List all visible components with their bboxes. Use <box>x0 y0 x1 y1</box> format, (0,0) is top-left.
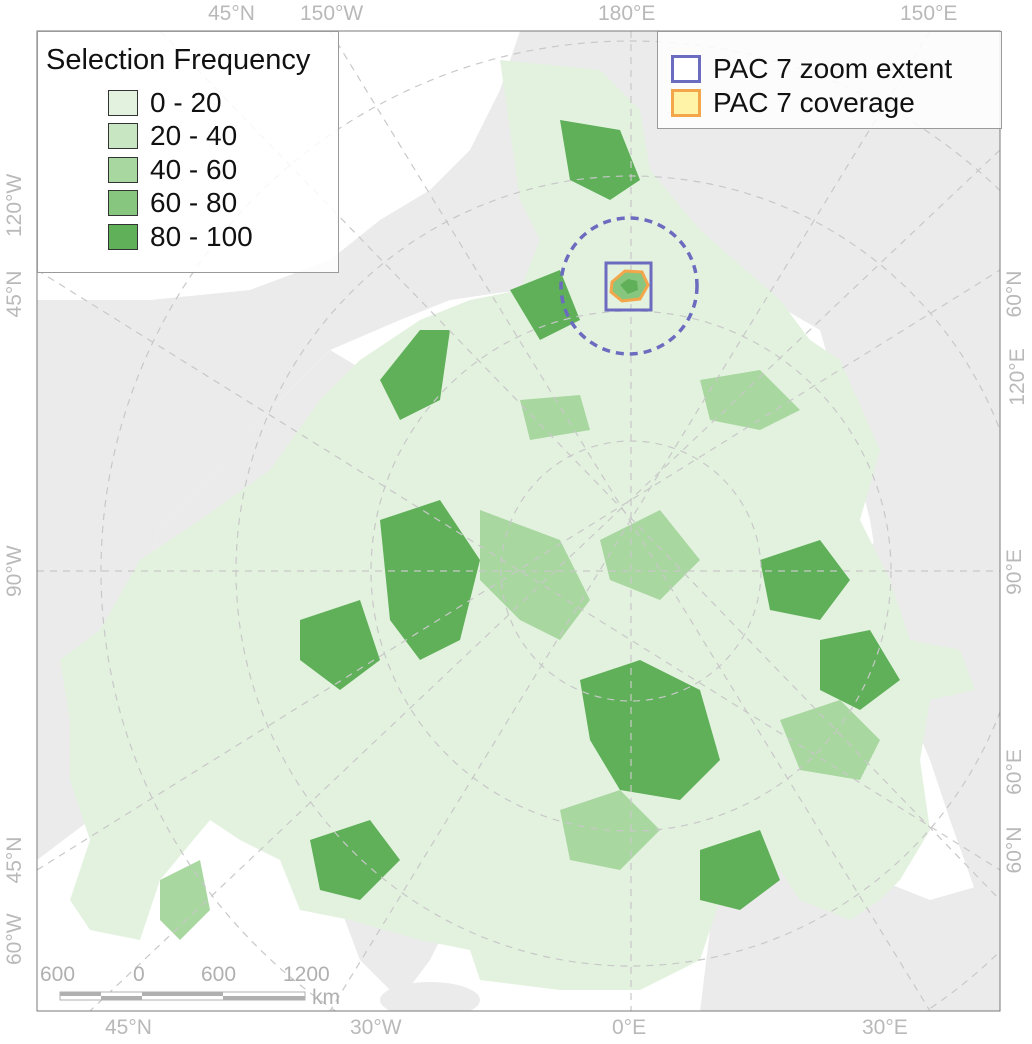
scalebar <box>59 991 306 1001</box>
scalebar-tick-1: 600 <box>40 963 76 986</box>
left-label-3: 90°W <box>3 545 26 597</box>
coverage-swatch-icon <box>671 88 701 117</box>
top-label-2: 150°W <box>300 2 364 25</box>
iceland <box>380 982 480 1011</box>
scalebar-unit: km <box>312 986 340 1009</box>
bottom-label-4: 30°E <box>862 1016 908 1039</box>
legend-item: 60 - 80 <box>108 187 253 221</box>
selection-frequency-legend: Selection Frequency 0 - 20 20 - 40 40 - … <box>37 31 339 273</box>
top-label-4: 150°E <box>900 2 958 25</box>
bottom-label-3: 0°E <box>612 1016 647 1039</box>
legend-swatch-icon <box>108 89 138 116</box>
right-label-2: 120°E <box>1006 348 1029 406</box>
left-label-5: 60°W <box>3 913 26 965</box>
left-label-2: 45°N <box>3 270 26 318</box>
legend-item-label: 40 - 60 <box>150 153 238 185</box>
top-label-3: 180°E <box>598 2 656 25</box>
legend-item: 0 - 20 <box>108 86 253 120</box>
pac7-zoom-circle <box>559 216 699 356</box>
legend-swatch-icon <box>108 190 138 217</box>
legend-item: 20 - 40 <box>108 120 253 154</box>
legend-items: 0 - 20 20 - 40 40 - 60 60 - 80 80 - 100 <box>108 86 253 254</box>
right-label-1: 60°N <box>1003 270 1026 318</box>
scalebar-tick-3: 600 <box>201 963 237 986</box>
north-america <box>37 350 380 640</box>
legend-item: 40 - 60 <box>108 153 253 187</box>
bottom-label-2: 30°W <box>350 1016 402 1039</box>
scalebar-tick-4: 1200 <box>283 963 330 986</box>
right-label-5: 60°N <box>1003 826 1026 874</box>
legend-item-label: 0 - 20 <box>150 86 222 118</box>
top-label-1: 45°N <box>208 2 255 25</box>
pac7-coverage-core <box>620 279 638 294</box>
legend-swatch-icon <box>108 123 138 150</box>
zoom-extent-swatch-icon <box>671 54 701 83</box>
legend-item: 80 - 100 <box>108 220 253 254</box>
scalebar-tick-2: 0 <box>133 963 145 986</box>
pac7-zoom-legend-item: PAC 7 zoom extent <box>671 52 952 86</box>
legend-item-label: 80 - 100 <box>150 220 253 252</box>
pac7-zoom-box <box>604 261 653 312</box>
left-label-1: 120°W <box>3 173 26 237</box>
legend-item-label: 20 - 40 <box>150 120 238 152</box>
pac7-coverage-label: PAC 7 coverage <box>713 86 915 118</box>
right-label-4: 60°E <box>1003 749 1026 795</box>
pac7-coverage-legend-item: PAC 7 coverage <box>671 86 915 120</box>
legend-item-label: 60 - 80 <box>150 187 238 219</box>
legend-title: Selection Frequency <box>46 44 311 76</box>
legend-swatch-icon <box>108 156 138 183</box>
legend-swatch-icon <box>108 223 138 250</box>
map-frame <box>36 30 1001 1012</box>
left-label-4: 45°N <box>3 836 26 884</box>
pac7-legend: PAC 7 zoom extent PAC 7 coverage <box>657 31 1002 129</box>
pac7-zoom-label: PAC 7 zoom extent <box>713 52 953 84</box>
bottom-label-1: 45°N <box>105 1016 152 1039</box>
right-label-3: 90°E <box>1003 549 1026 595</box>
